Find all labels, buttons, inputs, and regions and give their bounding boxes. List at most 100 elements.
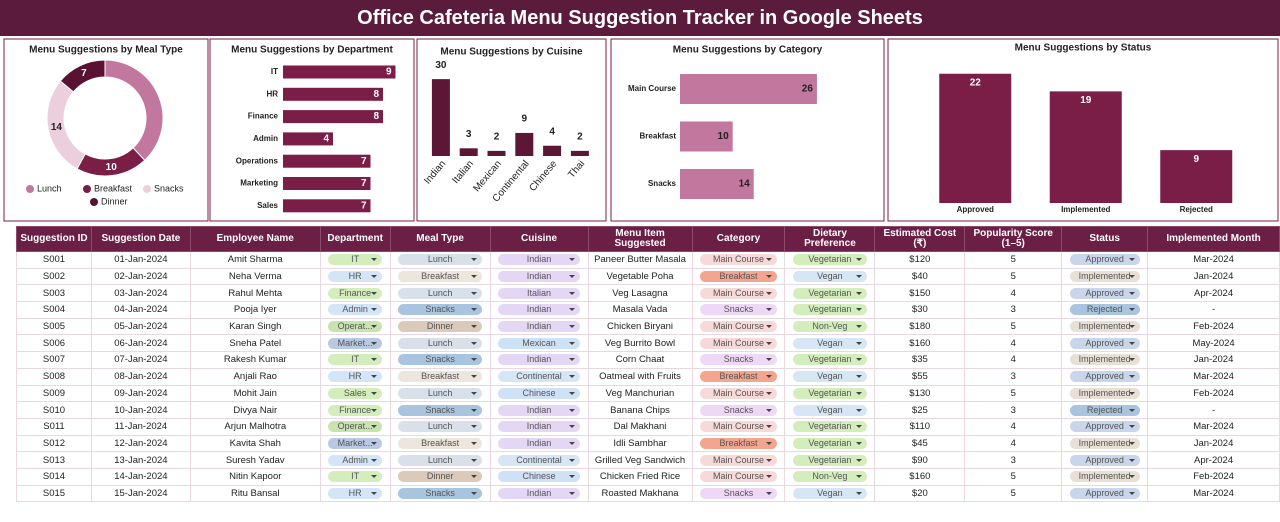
table-cell: Jan-2024 [1147,351,1280,369]
dropdown-chip: Snacks [699,354,777,366]
dropdown-chip: Rejected [1069,404,1140,416]
table-cell: S010 [16,401,92,419]
table-cell: $120 [874,251,966,269]
dropdown-arrow [765,491,772,495]
table-cell: Implemented [1061,434,1149,453]
dropdown-arrow [1128,275,1135,279]
data-label: 10 [718,131,730,142]
table-cell: Approved [1061,334,1149,353]
dropdown-arrow [569,375,576,379]
table-cell: Main Course [691,384,786,403]
category-label: Operations [236,156,279,165]
table-row: S010 10-Jan-2024 Divya Nair Finance Snacks In… [16,401,1280,419]
column-header: Suggestion Date [90,226,191,252]
dropdown-chip: Breakfast [398,271,483,283]
table-cell: 11-Jan-2024 [90,417,191,436]
table-cell: 05-Jan-2024 [90,317,191,336]
table-cell: Main Course [691,284,786,303]
table-cell: S012 [16,434,92,453]
chip-text: Implemented [1078,387,1131,398]
dropdown-chip: Approved [1069,254,1140,266]
category-label: Sales [257,201,278,210]
dropdown-chip: Non-Veg [792,471,867,483]
legend-label: Lunch [37,183,62,193]
bar [283,177,371,190]
data-label: 30 [435,60,447,71]
dropdown-chip: Market... [328,437,383,449]
chip-text: Finance [339,404,372,415]
column-header: Menu Item Suggested [587,226,693,252]
table-cell: $180 [874,317,966,336]
table-cell: Breakfast [691,367,786,386]
x-tick-label: Rejected [1180,205,1213,214]
table-cell: Banana Chips [587,401,693,419]
table-cell: S004 [16,301,92,319]
table-cell: Vegan [784,267,876,286]
chip-text: IT [351,254,360,265]
table-cell: Dinner [389,317,491,336]
dropdown-arrow [569,291,576,295]
dropdown-chip: Approved [1069,487,1140,499]
chip-text: Breakfast [421,371,460,382]
table-cell: 04-Jan-2024 [90,301,191,319]
chip-text: Main Course [712,254,764,265]
chip-text: Vegan [817,371,843,382]
table-cell: Feb-2024 [1147,317,1280,336]
dropdown-chip: Approved [1069,337,1140,349]
table-cell: Rejected [1061,401,1149,419]
table-cell: Main Course [691,467,786,486]
table-cell: Snacks [691,301,786,319]
table-cell: 5 [964,267,1063,286]
dropdown-arrow [371,475,378,479]
table-cell: Indian [489,401,589,419]
table-cell: Vegetarian [784,434,876,453]
chip-text: Indian [526,254,552,265]
chip-text: Vegetarian [808,387,852,398]
dropdown-arrow [471,458,478,462]
dropdown-chip: Implemented [1069,471,1140,483]
dropdown-chip: Snacks [398,304,483,316]
table-cell: $150 [874,284,966,303]
table-cell: S002 [16,267,92,286]
table-cell: Rejected [1061,301,1149,319]
dropdown-arrow [855,341,862,345]
table-cell: $45 [874,434,966,453]
dropdown-arrow [371,491,378,495]
table-cell: Jan-2024 [1147,267,1280,286]
data-label: 7 [361,200,367,211]
dropdown-arrow [1128,341,1135,345]
table-cell: S015 [16,484,92,503]
bar [680,121,733,152]
table-cell: Jan-2024 [1147,434,1280,453]
chart-title: Menu Suggestions by Meal Type [29,45,183,56]
chip-text: Continental [516,371,562,382]
table-cell: Vegan [784,334,876,353]
table-cell: Masala Vada [587,301,693,319]
table-cell: Sales [319,384,391,403]
dropdown-arrow [765,325,772,329]
dropdown-arrow [1128,258,1135,262]
chip-text: IT [351,471,360,482]
chip-text: Vegetarian [808,421,852,432]
table-cell: Market... [319,334,391,353]
dropdown-chip: Implemented [1069,321,1140,333]
dropdown-arrow [1128,325,1135,329]
dropdown-chip: Snacks [699,487,777,499]
chip-text: Indian [526,487,552,498]
dropdown-chip: Breakfast [699,371,777,383]
dropdown-chip: Indian [498,421,581,433]
table-cell: 4 [964,334,1063,353]
column-header: Category [691,226,786,252]
dropdown-arrow [1128,358,1135,362]
data-label: 26 [802,84,814,95]
dropdown-arrow [855,408,862,412]
dropdown-chip: Approved [1069,371,1140,383]
table-cell: Vegan [784,367,876,386]
table-cell: Arjun Malhotra [189,417,321,436]
table-cell: Main Course [691,251,786,269]
data-label: 9 [522,114,528,125]
dropdown-chip: Admin [328,454,383,466]
table-cell: $25 [874,401,966,419]
dropdown-chip: Vegan [792,271,867,283]
dropdown-arrow [371,341,378,345]
